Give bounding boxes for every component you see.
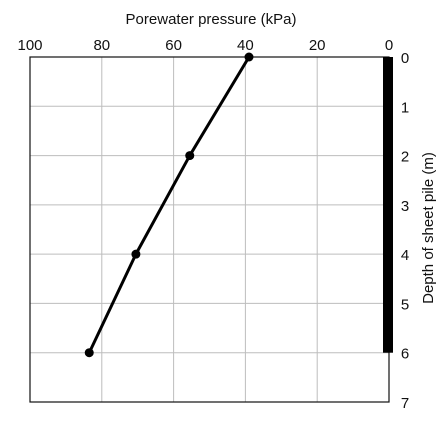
grid — [29, 56, 390, 403]
x-tick-label: 40 — [237, 37, 254, 54]
x-tick-labels: 100 80 60 40 20 0 — [17, 37, 393, 54]
data-point — [84, 348, 94, 358]
y-axis-title: Depth of sheet pile (m) — [420, 152, 437, 304]
y-tick-label: 4 — [401, 247, 409, 264]
x-tick-label: 20 — [309, 37, 326, 54]
y-tick-label: 1 — [401, 99, 409, 116]
y-tick-label: 7 — [401, 395, 409, 412]
y-tick-label: 0 — [401, 50, 409, 67]
x-tick-label: 0 — [385, 37, 393, 54]
x-tick-label: 60 — [165, 37, 182, 54]
y-tick-label: 2 — [401, 149, 409, 166]
series-group — [84, 52, 254, 358]
x-axis-title: Porewater pressure (kPa) — [126, 11, 297, 28]
y-tick-label: 6 — [401, 346, 409, 363]
data-point — [244, 52, 254, 62]
y-tick-label: 5 — [401, 296, 409, 313]
data-point — [185, 151, 195, 161]
x-tick-label: 80 — [93, 37, 110, 54]
y-tick-label: 3 — [401, 198, 409, 215]
sheet-pile-bar — [383, 57, 393, 353]
sheet-pile-group — [383, 57, 393, 353]
data-point — [131, 249, 141, 259]
plot-frame — [29, 56, 390, 403]
y-tick-labels: 0 1 2 3 4 5 6 7 — [401, 50, 409, 412]
x-tick-label: 100 — [17, 37, 42, 54]
series-line — [87, 56, 251, 354]
